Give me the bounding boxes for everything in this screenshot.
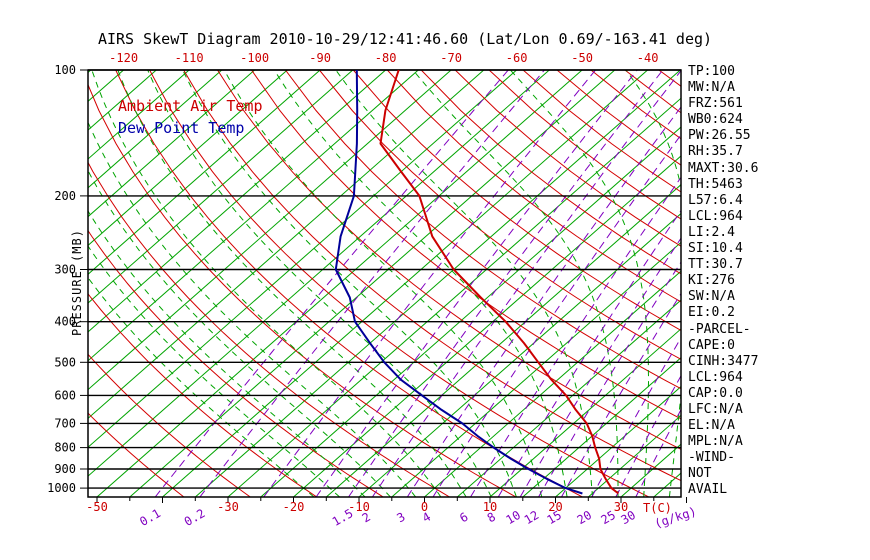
legend-air-temp: Ambient Air Temp xyxy=(118,97,263,115)
svg-text:10: 10 xyxy=(503,508,523,527)
axis-ticks xyxy=(80,69,687,503)
stats-line: TT:30.7 xyxy=(688,257,743,273)
svg-text:-100: -100 xyxy=(240,51,269,65)
air-temp-profile-line xyxy=(379,69,620,495)
moist-adiabat-lines xyxy=(88,70,681,497)
svg-text:-90: -90 xyxy=(309,51,331,65)
svg-text:4: 4 xyxy=(420,510,433,526)
stats-line: LCL:964 xyxy=(688,369,743,385)
svg-text:0.2: 0.2 xyxy=(182,506,208,529)
svg-text:-60: -60 xyxy=(506,51,528,65)
svg-text:-30: -30 xyxy=(217,500,239,514)
svg-text:-40: -40 xyxy=(637,51,659,65)
svg-text:-120: -120 xyxy=(109,51,138,65)
stats-line: EL:N/A xyxy=(688,418,735,434)
stats-line: WB0:624 xyxy=(688,112,743,128)
stats-line: CINH:3477 xyxy=(688,353,759,369)
svg-text:-50: -50 xyxy=(571,51,593,65)
stats-line: CAP:0.0 xyxy=(688,385,743,401)
stats-line: MAXT:30.6 xyxy=(688,160,759,176)
stats-line: PW:26.55 xyxy=(688,128,751,144)
svg-text:500: 500 xyxy=(54,355,76,369)
svg-text:-50: -50 xyxy=(86,500,108,514)
svg-text:-20: -20 xyxy=(283,500,305,514)
pressure-tick-labels: 100 200 300 400 500 600 700 800 900 1000 xyxy=(47,63,76,495)
stats-line: LI:2.4 xyxy=(688,224,735,240)
temp-unit-label: T(C) xyxy=(643,501,672,515)
stats-line: AVAIL xyxy=(688,482,728,498)
stats-line: L57:6.4 xyxy=(688,192,743,208)
stats-line: -PARCEL- xyxy=(688,321,751,337)
stats-line: TP:100 xyxy=(688,64,735,79)
svg-text:30: 30 xyxy=(614,500,628,514)
svg-text:-110: -110 xyxy=(175,51,204,65)
stats-panel: TP:100 MW:N/A FRZ:561 WB0:624 PW:26.55 RH:35.… xyxy=(688,64,758,499)
svg-text:3: 3 xyxy=(394,510,407,526)
dewpoint-profile-line xyxy=(334,69,583,495)
svg-text:10: 10 xyxy=(483,500,497,514)
svg-text:-10: -10 xyxy=(348,500,370,514)
top-temp-labels: -120 -110 -100 -90 -80 -70 -60 -50 -40 xyxy=(109,51,658,65)
svg-text:300: 300 xyxy=(54,263,76,277)
svg-text:20: 20 xyxy=(548,500,562,514)
pressure-axis-label: PRESSURE (MB) xyxy=(70,229,84,336)
stats-line: -WIND- xyxy=(688,450,735,466)
svg-text:0: 0 xyxy=(421,500,428,514)
stats-line: CAPE:0 xyxy=(688,337,735,353)
stats-line: LCL:964 xyxy=(688,208,743,224)
mixing-ratio-lines xyxy=(154,70,681,497)
svg-text:12: 12 xyxy=(522,508,542,527)
stats-line: MW:N/A xyxy=(688,80,735,96)
svg-text:20: 20 xyxy=(575,508,595,527)
svg-text:30: 30 xyxy=(618,508,638,527)
svg-text:-80: -80 xyxy=(375,51,397,65)
isotherm-lines xyxy=(88,70,681,497)
stats-line: FRZ:561 xyxy=(688,96,743,112)
stats-line: KI:276 xyxy=(688,273,735,289)
stats-line: SI:10.4 xyxy=(688,241,743,257)
svg-text:200: 200 xyxy=(54,189,76,203)
svg-text:15: 15 xyxy=(545,508,565,527)
plot-frame xyxy=(87,69,682,498)
svg-text:6: 6 xyxy=(457,510,470,526)
svg-text:-70: -70 xyxy=(440,51,462,65)
stats-line: EI:0.2 xyxy=(688,305,735,321)
stats-line: MPL:N/A xyxy=(688,434,743,450)
svg-text:900: 900 xyxy=(54,462,76,476)
svg-text:2: 2 xyxy=(360,510,373,526)
svg-text:700: 700 xyxy=(54,416,76,430)
grid-lines xyxy=(88,70,681,497)
svg-text:400: 400 xyxy=(54,315,76,329)
bottom-temp-labels: -50 -30 -20 -10 0 10 20 30 xyxy=(86,500,628,514)
stats-line: NOT xyxy=(688,466,712,482)
stats-line: TH:5463 xyxy=(688,176,743,192)
svg-text:600: 600 xyxy=(54,388,76,402)
stats-line: RH:35.7 xyxy=(688,144,743,160)
svg-text:1000: 1000 xyxy=(47,481,76,495)
stats-line: SW:N/A xyxy=(688,289,735,305)
stats-line: LFC:N/A xyxy=(688,401,743,417)
svg-text:100: 100 xyxy=(54,63,76,77)
legend-dew-point: Dew Point Temp xyxy=(118,119,245,137)
svg-text:0.1: 0.1 xyxy=(137,506,163,529)
svg-text:800: 800 xyxy=(54,441,76,455)
chart-title: AIRS SkewT Diagram 2010-10-29/12:41:46.6… xyxy=(97,30,713,48)
svg-text:25: 25 xyxy=(599,508,619,527)
